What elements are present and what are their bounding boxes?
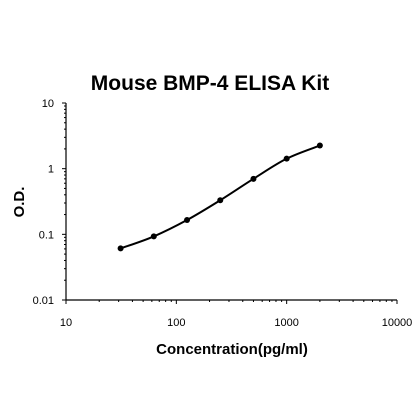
data-point (316, 142, 323, 149)
y-tick-label: 10 (42, 98, 54, 110)
y-tick-label: 0.01 (33, 295, 54, 307)
y-axis-label: O.D. (11, 187, 28, 218)
x-tick-label: 10 (60, 317, 72, 329)
data-point (250, 175, 257, 182)
x-tick-label: 10000 (382, 317, 413, 329)
data-point (283, 155, 290, 162)
plot-area (117, 142, 323, 252)
data-point (150, 233, 157, 240)
x-tick-label: 1000 (274, 317, 298, 329)
data-point (217, 197, 224, 204)
fit-curve (120, 144, 321, 250)
ticks: 0.01 0.1 1 10 10 100 1000 10000 (33, 98, 413, 329)
axes (65, 103, 397, 301)
x-axis-label: Concentration(pg/ml) (156, 341, 308, 358)
y-tick-label: 1 (48, 164, 54, 176)
x-tick-label: 100 (167, 317, 185, 329)
chart-title: Mouse BMP-4 ELISA Kit (91, 72, 329, 95)
y-tick-label: 0.1 (39, 229, 54, 241)
data-point (184, 217, 191, 224)
data-point (117, 245, 124, 252)
